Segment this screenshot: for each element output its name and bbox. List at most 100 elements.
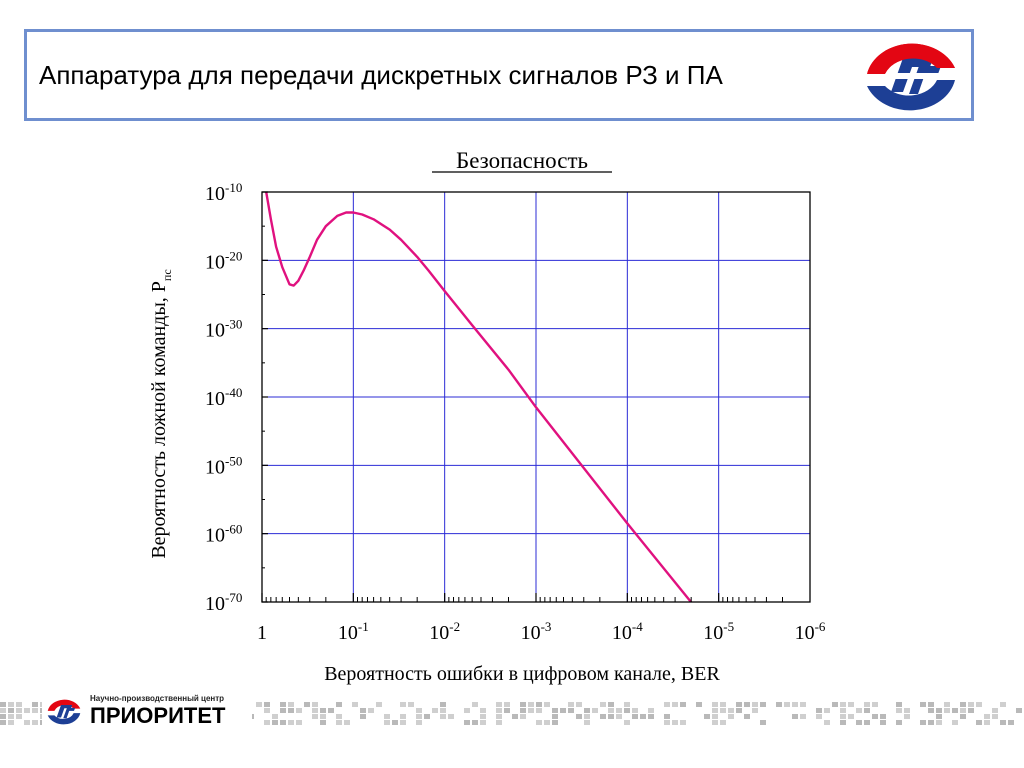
pixel-block bbox=[1000, 702, 1006, 707]
pixel-block bbox=[16, 714, 22, 719]
pixel-block bbox=[712, 708, 718, 713]
pixel-block bbox=[848, 714, 854, 719]
pixel-block bbox=[664, 720, 670, 725]
pixel-block bbox=[576, 714, 582, 719]
pixel-block bbox=[976, 720, 982, 725]
pixel-block bbox=[504, 708, 510, 713]
pixel-block bbox=[648, 708, 654, 713]
pixel-block bbox=[520, 702, 526, 707]
pixel-block bbox=[864, 708, 870, 713]
pixel-block bbox=[856, 708, 862, 713]
pixel-block bbox=[384, 714, 390, 719]
pixel-block bbox=[904, 714, 910, 719]
pixel-block bbox=[1008, 720, 1014, 725]
pixel-block bbox=[0, 702, 6, 707]
footer-subtitle: Научно-производственный центр bbox=[90, 694, 225, 703]
pixel-block bbox=[328, 708, 334, 713]
pixel-block bbox=[264, 708, 270, 713]
pixel-block bbox=[280, 702, 286, 707]
pixel-block bbox=[872, 714, 878, 719]
pixel-block bbox=[840, 714, 846, 719]
pixel-block bbox=[440, 702, 446, 707]
y-tick-label: 10-30 bbox=[205, 317, 242, 342]
pixel-block bbox=[1016, 708, 1022, 713]
company-logo-icon bbox=[857, 37, 965, 117]
pixel-block bbox=[552, 714, 558, 719]
pixel-block bbox=[944, 702, 950, 707]
pixel-block bbox=[552, 708, 558, 713]
pixel-block bbox=[0, 720, 6, 725]
pixel-block bbox=[400, 714, 406, 719]
pixel-block bbox=[8, 702, 14, 707]
pixel-block bbox=[840, 702, 846, 707]
pixel-block bbox=[600, 714, 606, 719]
pixel-block bbox=[968, 702, 974, 707]
pixel-block bbox=[32, 720, 38, 725]
pixel-block bbox=[920, 720, 926, 725]
pixel-block bbox=[864, 720, 870, 725]
x-tick-label: 1 bbox=[257, 622, 267, 644]
pixel-block bbox=[712, 720, 718, 725]
pixel-block bbox=[312, 702, 318, 707]
pixel-block bbox=[288, 708, 294, 713]
pixel-block bbox=[360, 708, 366, 713]
pixel-block bbox=[624, 708, 630, 713]
pixel-block bbox=[1000, 720, 1006, 725]
pixel-block bbox=[984, 720, 990, 725]
pixel-block bbox=[880, 720, 886, 725]
pixel-block bbox=[544, 702, 550, 707]
pixel-block bbox=[568, 702, 574, 707]
pixel-block bbox=[496, 720, 502, 725]
pixel-block bbox=[760, 720, 766, 725]
footer-brand-name: ПРИОРИТЕТ bbox=[90, 703, 226, 728]
pixel-block bbox=[528, 708, 534, 713]
pixel-block bbox=[576, 702, 582, 707]
y-tick-label: 10-40 bbox=[205, 385, 242, 410]
pixel-block bbox=[824, 708, 830, 713]
pixel-block bbox=[664, 702, 670, 707]
chart-title: Безопасность bbox=[456, 148, 588, 173]
pixel-block bbox=[936, 708, 942, 713]
footer-logo-icon bbox=[47, 699, 81, 725]
pixel-block bbox=[280, 708, 286, 713]
pixel-block bbox=[520, 708, 526, 713]
pixel-block bbox=[896, 720, 902, 725]
pixel-block bbox=[728, 714, 734, 719]
header-box: Аппаратура для передачи дискретных сигна… bbox=[24, 29, 974, 121]
pixel-block bbox=[360, 714, 366, 719]
x-tick-label: 10-1 bbox=[338, 619, 369, 644]
pixel-block bbox=[296, 720, 302, 725]
pixel-block bbox=[464, 708, 470, 713]
pixel-block bbox=[320, 720, 326, 725]
series-line bbox=[265, 191, 693, 602]
pixel-block bbox=[680, 702, 686, 707]
pixel-block bbox=[960, 708, 966, 713]
pixel-block bbox=[32, 708, 38, 713]
x-axis-label: Вероятность ошибки в цифровом канале, BE… bbox=[324, 663, 720, 685]
pixel-block bbox=[8, 708, 14, 713]
pixel-block bbox=[264, 702, 270, 707]
pixel-block bbox=[760, 702, 766, 707]
pixel-block bbox=[952, 720, 958, 725]
pixel-block bbox=[296, 708, 302, 713]
pixel-block bbox=[392, 720, 398, 725]
pixel-block bbox=[440, 708, 446, 713]
pixel-block bbox=[536, 720, 542, 725]
pixel-block bbox=[280, 720, 286, 725]
pixel-block bbox=[792, 702, 798, 707]
pixel-block bbox=[480, 714, 486, 719]
pixel-block bbox=[624, 702, 630, 707]
pixel-block bbox=[568, 708, 574, 713]
pixel-block bbox=[632, 714, 638, 719]
pixel-block bbox=[8, 714, 14, 719]
pixel-block bbox=[536, 702, 542, 707]
pixel-block bbox=[904, 708, 910, 713]
pixel-block bbox=[944, 708, 950, 713]
pixel-block bbox=[584, 708, 590, 713]
pixel-block bbox=[592, 708, 598, 713]
pixel-block bbox=[16, 702, 22, 707]
pixel-block bbox=[632, 708, 638, 713]
pixel-block bbox=[416, 720, 422, 725]
pixel-block bbox=[16, 708, 22, 713]
